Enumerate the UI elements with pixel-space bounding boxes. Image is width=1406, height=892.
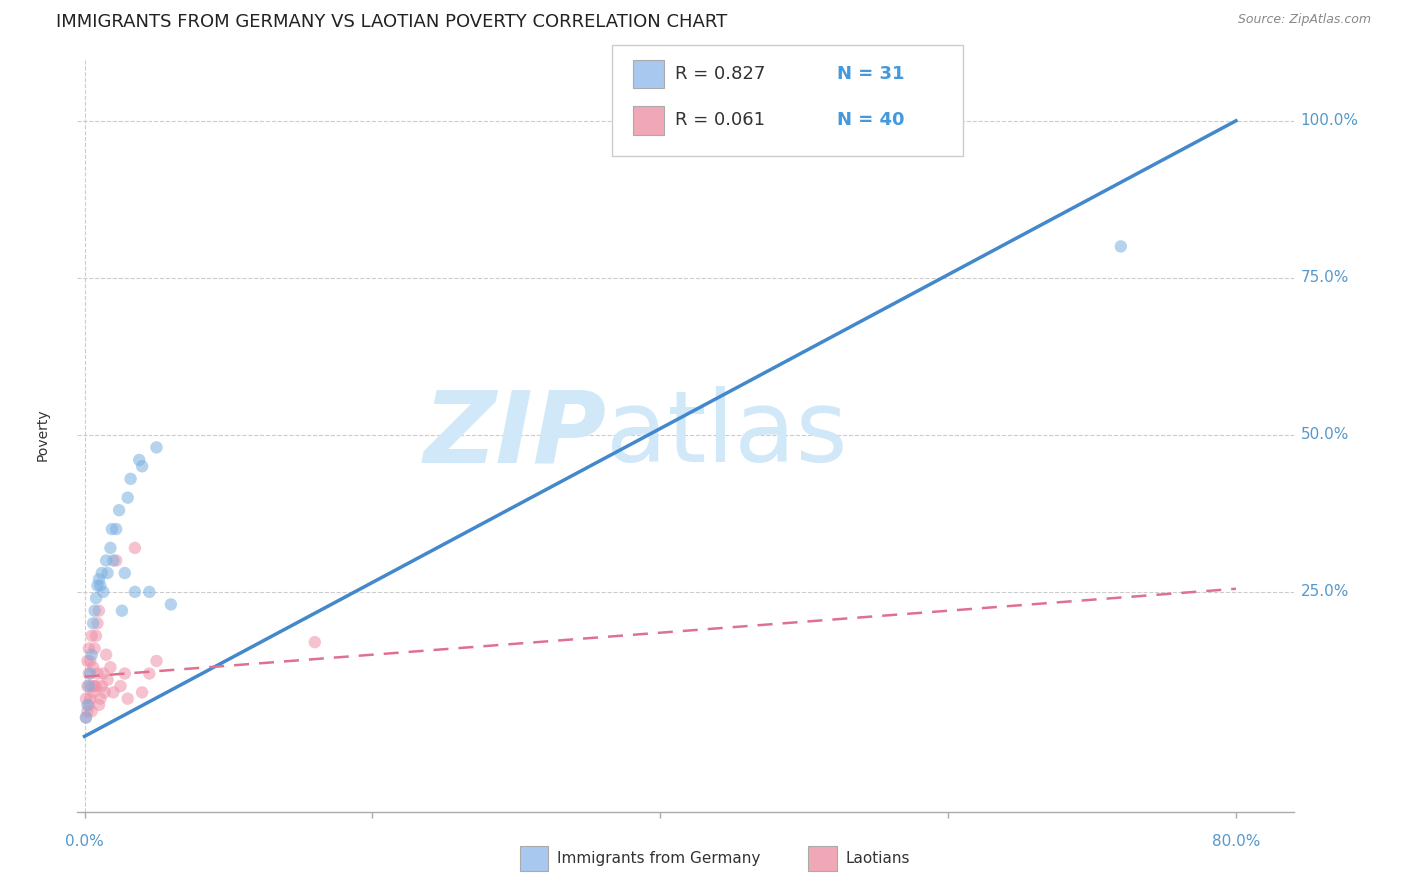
Point xyxy=(80,704,103,718)
Point xyxy=(101,522,124,536)
Point xyxy=(84,679,107,693)
Point xyxy=(114,666,136,681)
Text: 80.0%: 80.0% xyxy=(1212,834,1260,849)
Point xyxy=(75,710,97,724)
Point xyxy=(108,503,131,517)
Point xyxy=(138,666,160,681)
Text: Immigrants from Germany: Immigrants from Germany xyxy=(557,851,761,865)
Point xyxy=(86,578,108,592)
Point xyxy=(131,459,153,474)
Text: R = 0.827: R = 0.827 xyxy=(675,65,765,83)
Point xyxy=(120,472,142,486)
Point xyxy=(90,679,112,693)
Point xyxy=(80,648,103,662)
Point xyxy=(82,616,104,631)
Point xyxy=(96,673,118,687)
Text: 25.0%: 25.0% xyxy=(1301,584,1348,599)
Point xyxy=(82,660,104,674)
Point xyxy=(77,666,100,681)
Point xyxy=(82,685,104,699)
Point xyxy=(160,598,183,612)
Point xyxy=(105,522,128,536)
Point xyxy=(75,710,97,724)
Point xyxy=(77,641,100,656)
Point xyxy=(86,666,108,681)
Text: ZIP: ZIP xyxy=(423,386,606,483)
Point xyxy=(83,604,105,618)
Point xyxy=(100,541,122,555)
Text: 50.0%: 50.0% xyxy=(1301,427,1348,442)
Point xyxy=(83,679,105,693)
Point xyxy=(117,491,139,505)
Text: IMMIGRANTS FROM GERMANY VS LAOTIAN POVERTY CORRELATION CHART: IMMIGRANTS FROM GERMANY VS LAOTIAN POVER… xyxy=(56,13,727,31)
Text: Poverty: Poverty xyxy=(35,409,49,461)
Point xyxy=(91,585,114,599)
Point xyxy=(80,679,103,693)
Point xyxy=(77,679,100,693)
Point xyxy=(79,666,101,681)
Point xyxy=(131,685,153,699)
Point xyxy=(75,691,97,706)
Point xyxy=(110,679,132,693)
Point xyxy=(145,441,167,455)
Text: 100.0%: 100.0% xyxy=(1301,113,1358,128)
Point xyxy=(77,698,100,712)
Point xyxy=(304,635,326,649)
Point xyxy=(79,691,101,706)
Point xyxy=(90,566,112,580)
Text: Laotians: Laotians xyxy=(845,851,910,865)
Point xyxy=(91,666,114,681)
Point xyxy=(138,585,160,599)
Point xyxy=(76,704,98,718)
Point xyxy=(87,572,110,586)
Text: 0.0%: 0.0% xyxy=(65,834,104,849)
Point xyxy=(111,604,134,618)
Point xyxy=(128,453,150,467)
Point xyxy=(145,654,167,668)
Point xyxy=(83,641,105,656)
Point xyxy=(94,648,117,662)
Point xyxy=(87,698,110,712)
Point xyxy=(76,679,98,693)
Point xyxy=(87,604,110,618)
Point xyxy=(117,691,139,706)
Point xyxy=(93,685,115,699)
Text: 75.0%: 75.0% xyxy=(1301,270,1348,285)
Point xyxy=(105,553,128,567)
Point xyxy=(96,566,118,580)
Point xyxy=(89,691,111,706)
Point xyxy=(114,566,136,580)
Point xyxy=(103,553,125,567)
Text: Source: ZipAtlas.com: Source: ZipAtlas.com xyxy=(1237,13,1371,27)
Point xyxy=(89,578,111,592)
Text: atlas: atlas xyxy=(606,386,848,483)
Point xyxy=(76,698,98,712)
Text: R = 0.061: R = 0.061 xyxy=(675,112,765,129)
Point xyxy=(124,541,146,555)
Point xyxy=(94,553,117,567)
Point xyxy=(84,629,107,643)
Point xyxy=(100,660,122,674)
Point xyxy=(86,616,108,631)
Point xyxy=(80,629,103,643)
Point xyxy=(79,654,101,668)
Text: N = 31: N = 31 xyxy=(837,65,904,83)
Text: N = 40: N = 40 xyxy=(837,112,904,129)
Point xyxy=(124,585,146,599)
Point xyxy=(1109,239,1132,253)
Point xyxy=(84,591,107,606)
Point xyxy=(76,654,98,668)
Point xyxy=(103,685,125,699)
